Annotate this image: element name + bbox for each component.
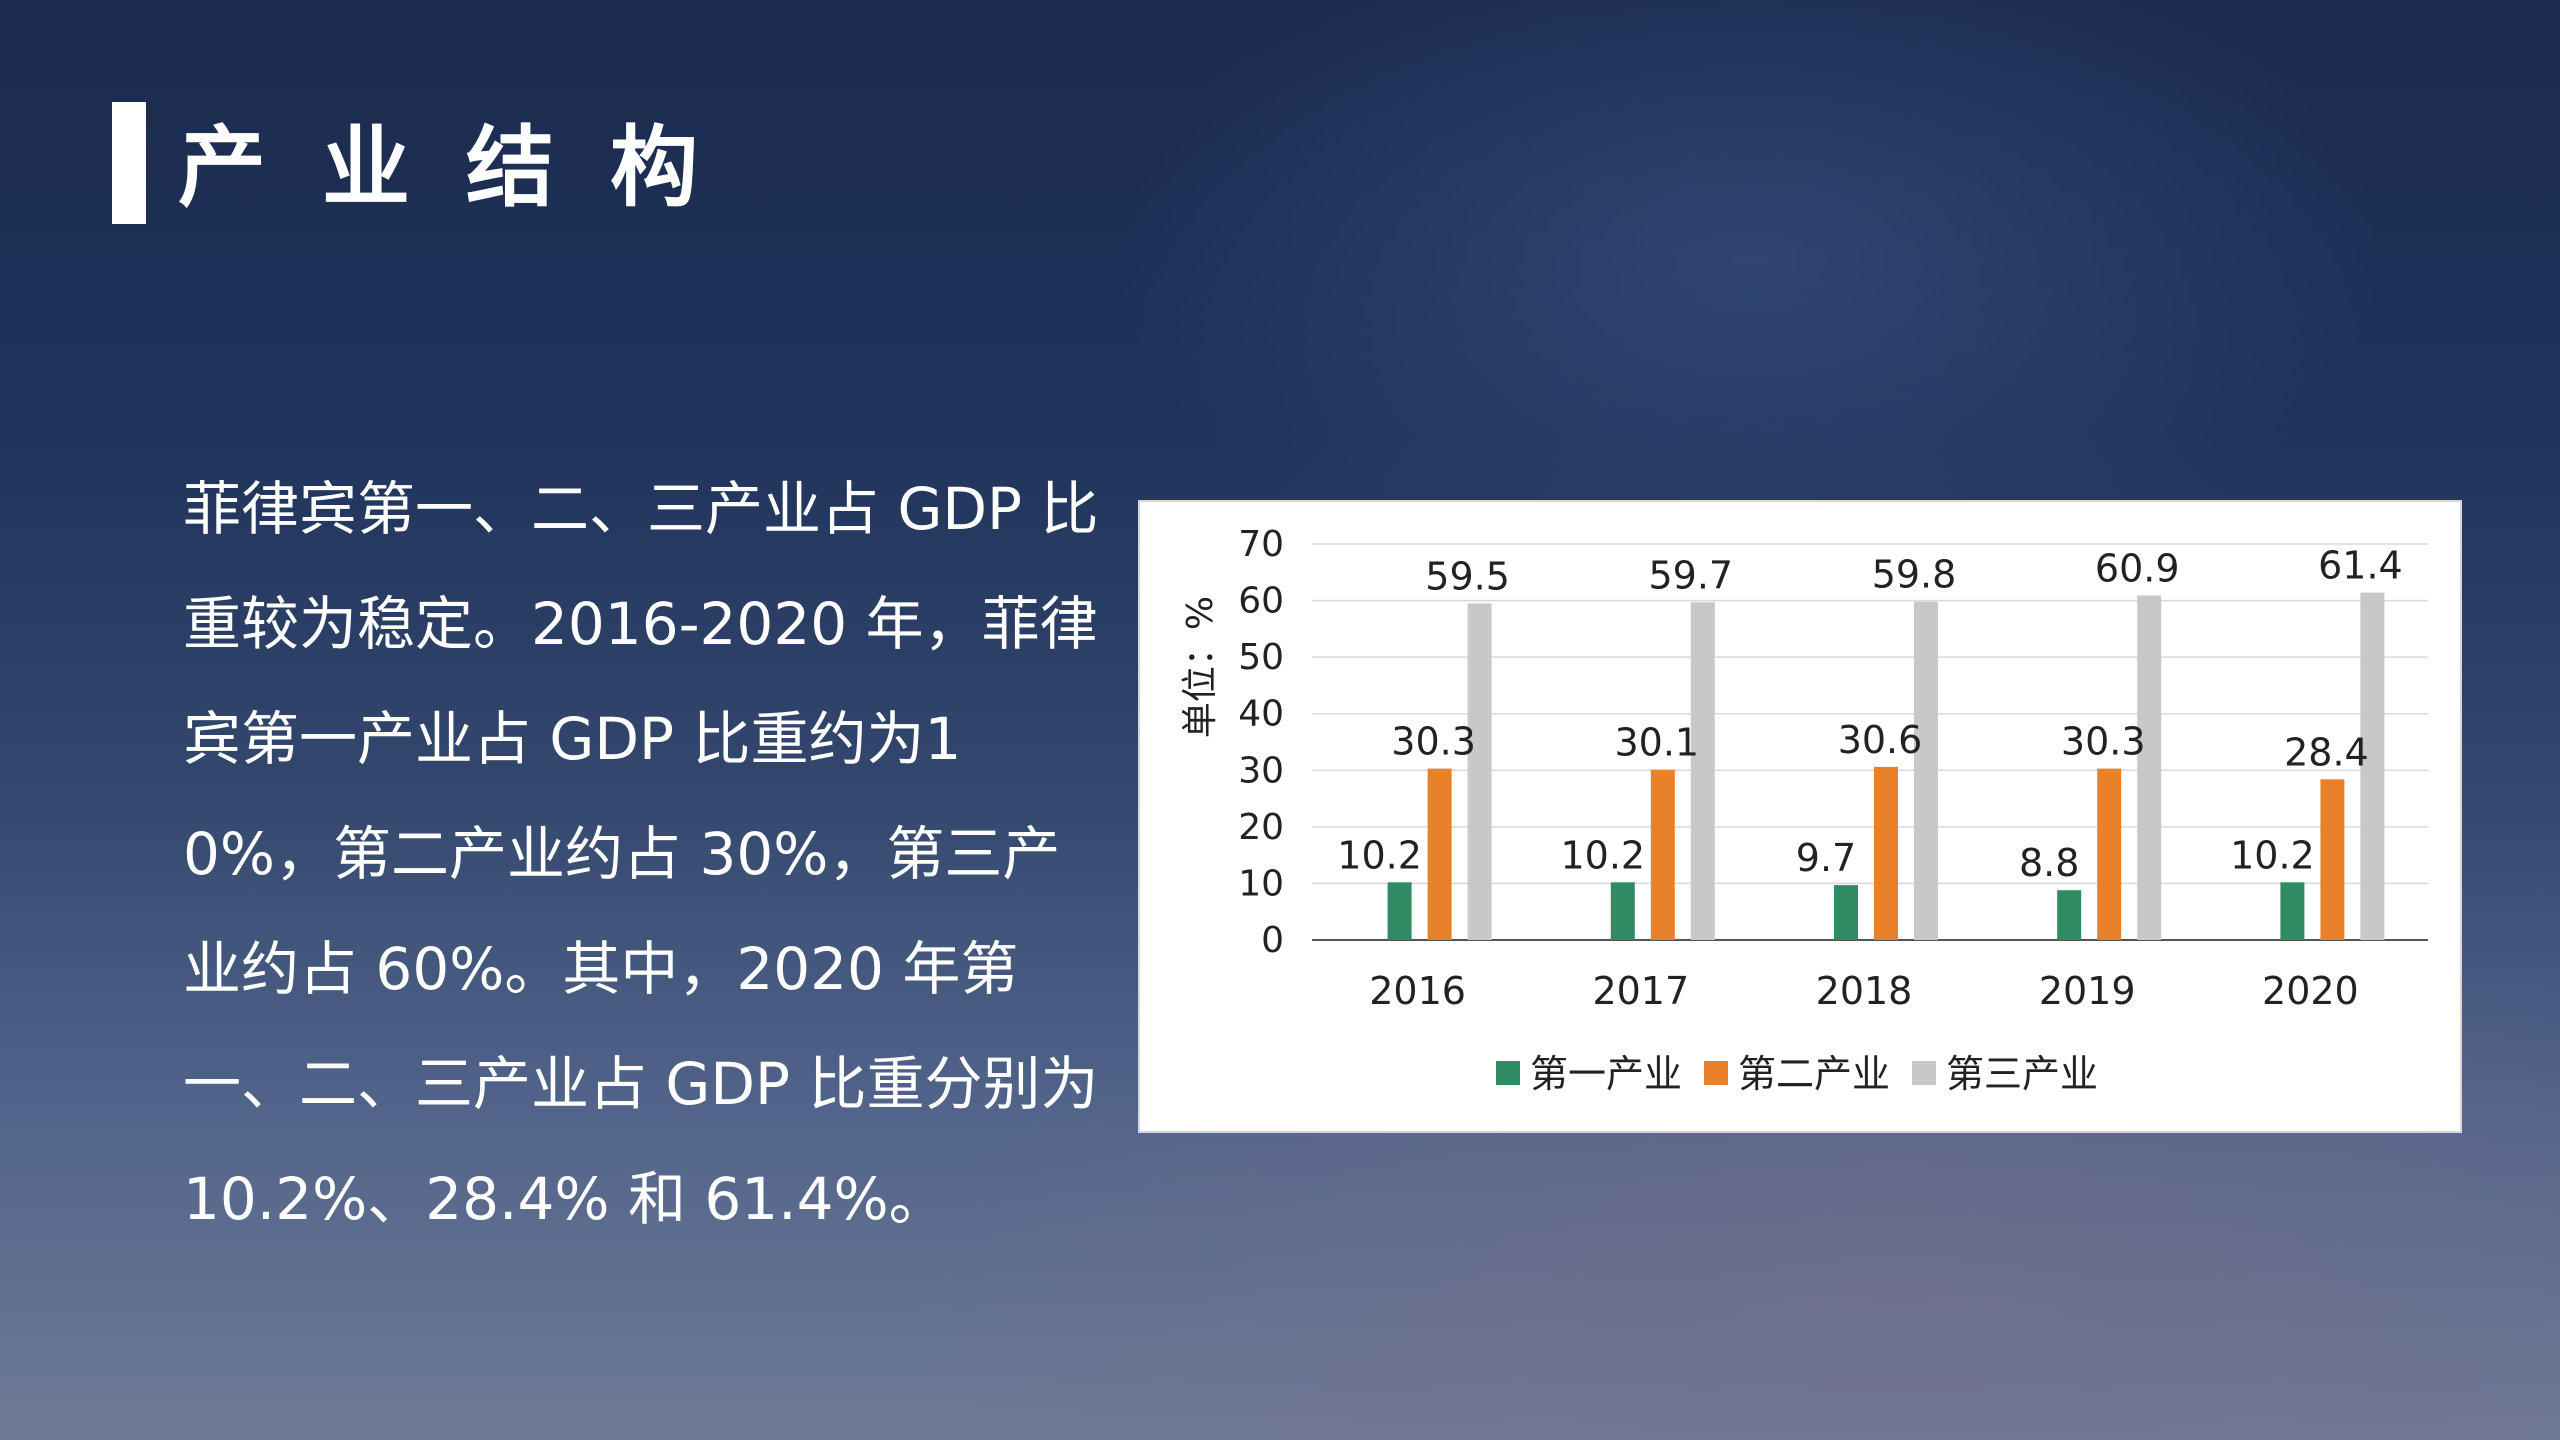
legend-label: 第一产业 <box>1530 1052 1682 1096</box>
y-tick-labels: 0 10 20 30 40 50 60 70 <box>1238 524 1284 961</box>
bar <box>2137 595 2162 940</box>
data-label: 60.9 <box>2095 546 2180 590</box>
bar <box>1650 769 1675 940</box>
legend: 第一产业 第二产业 第三产业 <box>1496 1052 2098 1096</box>
bar <box>1467 603 1492 940</box>
y-tick-label: 10 <box>1238 863 1284 904</box>
x-tick-label: 2020 <box>2262 969 2359 1013</box>
data-label: 30.6 <box>1838 718 1923 762</box>
data-label: 30.1 <box>1614 721 1699 765</box>
chart-card: 0 10 20 30 40 50 60 70 10.2 30.3 59.5 10.2 30.1 59.7… <box>1138 500 2462 1133</box>
legend-label: 第二产业 <box>1738 1052 1890 1096</box>
data-label: 30.3 <box>2061 720 2146 764</box>
bar <box>2280 882 2305 940</box>
data-label: 10.2 <box>1560 833 1645 877</box>
x-tick-label: 2019 <box>2039 969 2136 1013</box>
bar <box>1914 601 1938 940</box>
x-tick-label: 2016 <box>1369 969 1466 1013</box>
bar <box>1874 766 1898 940</box>
data-label: 10.2 <box>1337 833 1422 877</box>
data-label: 28.4 <box>2284 730 2369 774</box>
data-label: 61.4 <box>2318 544 2403 588</box>
bar <box>1610 882 1635 940</box>
data-label: 59.5 <box>1425 554 1510 598</box>
y-tick-label: 50 <box>1238 637 1284 678</box>
y-axis-title: 单位：% <box>1180 596 1221 738</box>
bars <box>1387 592 2385 940</box>
bar <box>2097 768 2122 940</box>
data-label: 30.3 <box>1391 720 1476 764</box>
grid-lines <box>1312 543 2428 941</box>
bar <box>2360 592 2385 940</box>
bar <box>1427 768 1452 940</box>
data-label: 10.2 <box>2230 833 2315 877</box>
y-tick-label: 40 <box>1238 694 1284 735</box>
data-label: 59.7 <box>1648 553 1733 597</box>
y-tick-label: 60 <box>1238 581 1284 622</box>
bar <box>2057 890 2082 940</box>
bar <box>1387 882 1412 940</box>
x-tick-labels: 2016 2017 2018 2019 2020 <box>1369 969 2359 1013</box>
bar <box>1834 885 1858 940</box>
bar-chart: 0 10 20 30 40 50 60 70 10.2 30.3 59.5 10.2 30.1 59.7… <box>1180 524 2428 1096</box>
x-tick-label: 2018 <box>1816 969 1913 1013</box>
legend-label: 第三产业 <box>1946 1052 2098 1096</box>
data-label: 9.7 <box>1796 836 1856 880</box>
bar <box>1690 602 1715 940</box>
title-accent-bar <box>112 102 146 224</box>
y-tick-label: 30 <box>1238 750 1284 791</box>
data-label: 8.8 <box>2019 841 2079 885</box>
body-paragraph: 菲律宾第一、二、三产业占 GDP 比重较为稳定。2016-2020 年，菲律宾第… <box>183 475 1099 1233</box>
data-label: 59.8 <box>1872 553 1957 597</box>
legend-swatch <box>1912 1061 1936 1085</box>
slide-title: 产业结构 <box>178 116 755 219</box>
legend-swatch <box>1704 1061 1728 1085</box>
y-tick-label: 20 <box>1238 807 1284 848</box>
x-tick-label: 2017 <box>1592 969 1689 1013</box>
y-tick-label: 70 <box>1238 524 1284 565</box>
legend-swatch <box>1496 1061 1520 1085</box>
data-labels: 10.2 30.3 59.5 10.2 30.1 59.7 9.7 30.6 59.8 8.8 30… <box>1337 544 2402 886</box>
y-tick-label: 0 <box>1261 920 1284 961</box>
bar <box>2320 779 2345 940</box>
